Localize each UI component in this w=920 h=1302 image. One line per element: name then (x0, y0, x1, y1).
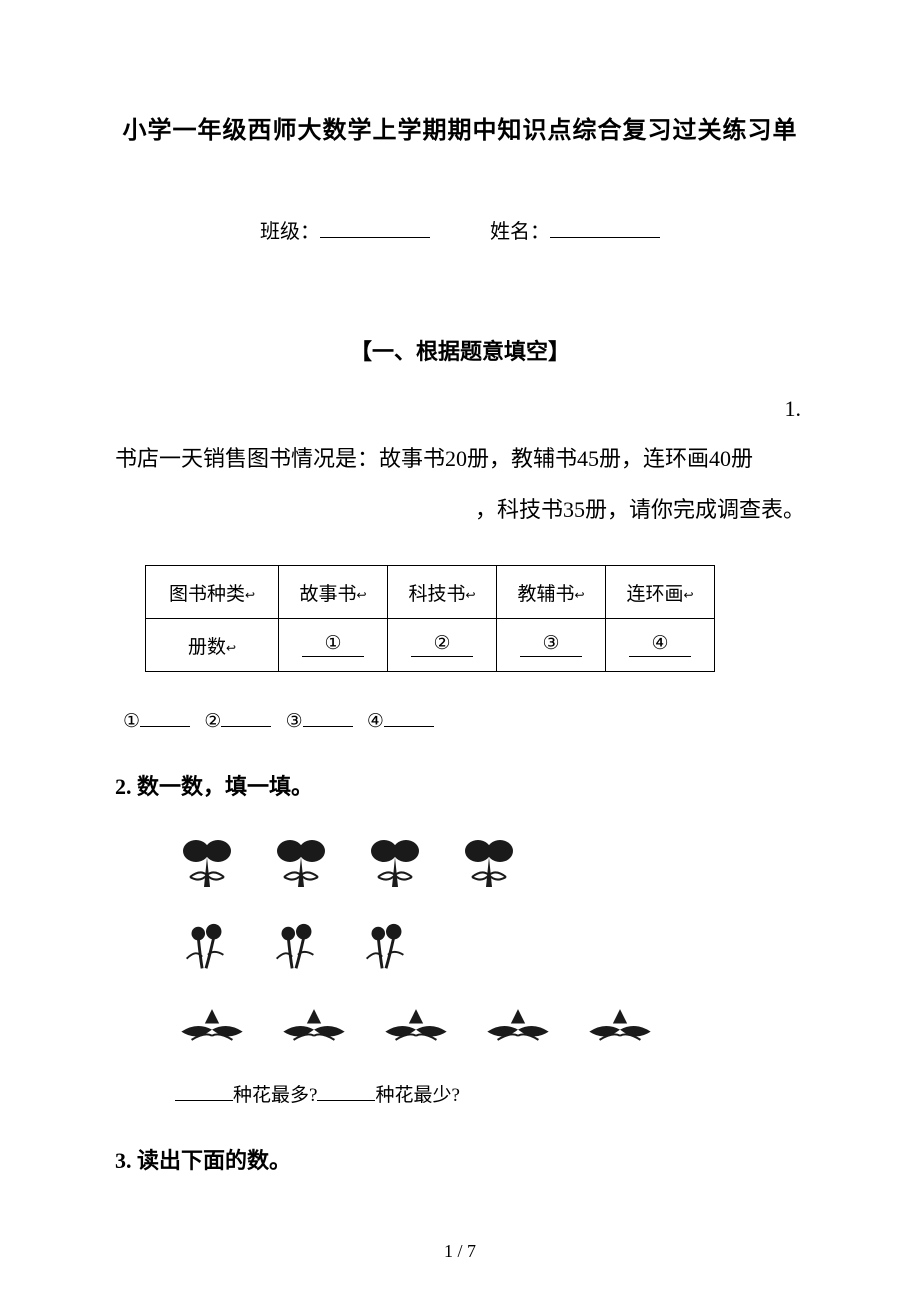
table-row-label: 册数↩ (146, 619, 279, 672)
q1-answer-blanks: ① ② ③ ④ (123, 708, 805, 733)
page-footer: 1 / 7 (0, 1241, 920, 1262)
table-cell-3[interactable]: ③ (497, 619, 606, 672)
flower-b-icon (355, 920, 417, 983)
flower-b-icon (175, 920, 237, 983)
flower-b-icon (265, 920, 327, 983)
q1-line2: ，科技书35册，请你完成调查表。 (115, 485, 805, 536)
flower-row-2 (175, 920, 805, 983)
blank-4[interactable] (384, 708, 434, 727)
flower-c-icon (583, 1001, 657, 1052)
table-col-2: 科技书↩ (388, 566, 497, 619)
book-sales-table: 图书种类↩ 故事书↩ 科技书↩ 教辅书↩ 连环画↩ 册数↩ ① ② ③ ④ (145, 565, 715, 672)
section-1-heading: 【一、根据题意填空】 (115, 334, 805, 366)
name-label: 姓名： (490, 221, 550, 243)
blank-label-3: ③ (286, 711, 303, 732)
blank-1[interactable] (140, 708, 190, 727)
blank-label-1: ① (123, 711, 140, 732)
table-col-3: 教辅书↩ (497, 566, 606, 619)
page-title: 小学一年级西师大数学上学期期中知识点综合复习过关练习单 (115, 110, 805, 145)
flower-row-3 (175, 1001, 805, 1052)
table-cell-1[interactable]: ① (279, 619, 388, 672)
q3-label: 3. 读出下面的数。 (115, 1143, 805, 1175)
class-blank[interactable] (320, 217, 430, 238)
q2-label: 2. 数一数，填一填。 (115, 769, 805, 801)
most-blank[interactable] (175, 1082, 233, 1101)
least-label: 种花最少? (375, 1085, 459, 1106)
flower-c-icon (481, 1001, 555, 1052)
table-data-row: 册数↩ ① ② ③ ④ (146, 619, 715, 672)
q1-text: 书店一天销售图书情况是：故事书20册，教辅书45册，连环画40册 ，科技书35册… (115, 434, 805, 535)
blank-label-2: ② (204, 711, 221, 732)
flower-a-icon (175, 837, 241, 902)
class-label: 班级： (260, 221, 320, 243)
flower-c-icon (277, 1001, 351, 1052)
table-cell-2[interactable]: ② (388, 619, 497, 672)
table-header-row: 图书种类↩ 故事书↩ 科技书↩ 教辅书↩ 连环画↩ (146, 566, 715, 619)
table-col-4: 连环画↩ (606, 566, 715, 619)
q1-line1: 书店一天销售图书情况是：故事书20册，教辅书45册，连环画40册 (115, 446, 753, 471)
q1-number: 1. (115, 396, 805, 422)
flower-row-1 (175, 837, 805, 902)
q2-question: 种花最多? 种花最少? (175, 1080, 805, 1107)
table-col-1: 故事书↩ (279, 566, 388, 619)
table-cell-4[interactable]: ④ (606, 619, 715, 672)
blank-2[interactable] (221, 708, 271, 727)
least-blank[interactable] (317, 1082, 375, 1101)
name-blank[interactable] (550, 217, 660, 238)
flower-a-icon (457, 837, 523, 902)
flower-c-icon (175, 1001, 249, 1052)
student-info-row: 班级： 姓名： (115, 215, 805, 244)
flower-counting-block (175, 837, 805, 1052)
worksheet-page: 小学一年级西师大数学上学期期中知识点综合复习过关练习单 班级： 姓名： 【一、根… (0, 0, 920, 1302)
flower-a-icon (363, 837, 429, 902)
flower-c-icon (379, 1001, 453, 1052)
table-header-label: 图书种类↩ (146, 566, 279, 619)
flower-a-icon (269, 837, 335, 902)
blank-3[interactable] (303, 708, 353, 727)
blank-label-4: ④ (367, 711, 384, 732)
most-label: 种花最多? (233, 1085, 317, 1106)
